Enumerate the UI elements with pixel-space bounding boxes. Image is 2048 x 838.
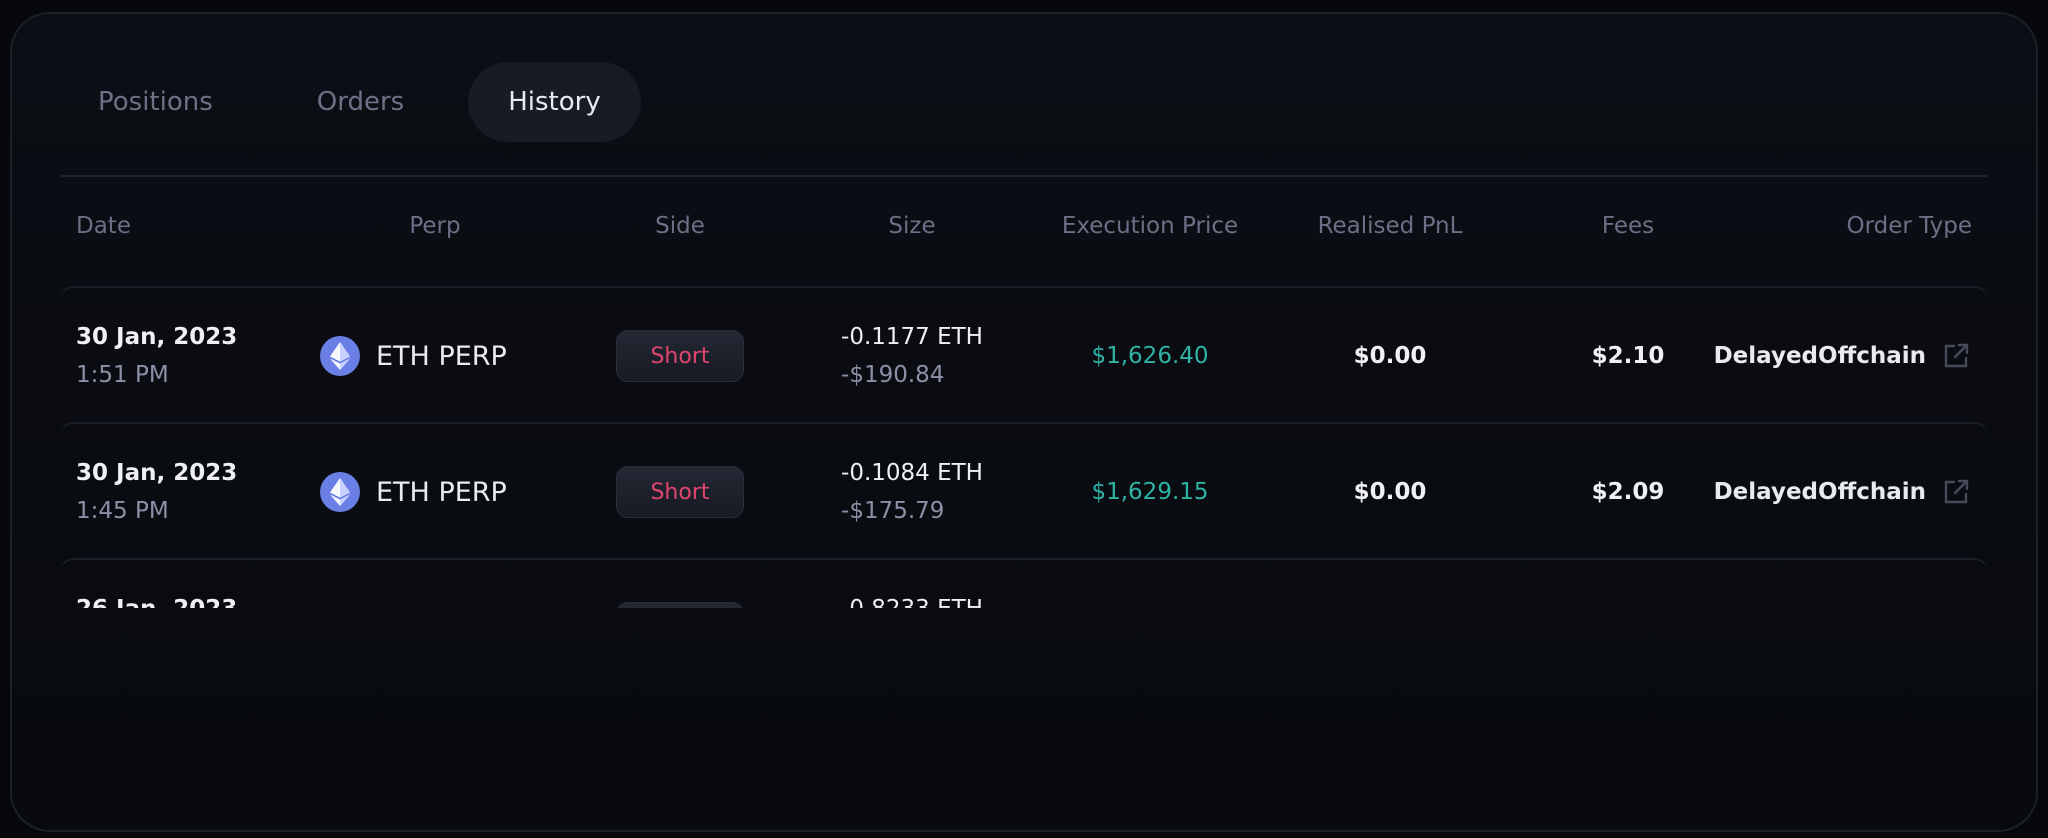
row-realised-pnl: $0.00 bbox=[1353, 479, 1427, 505]
row-date: 30 Jan, 2023 bbox=[76, 460, 238, 486]
row-fees: $2.09 bbox=[1591, 479, 1665, 505]
row-order-type: DelayedOffchain bbox=[1713, 343, 1926, 369]
column-header-side: Side bbox=[655, 213, 705, 239]
row-date: 26 Jan, 2023 bbox=[76, 590, 237, 608]
row-size: -0.1177 ETH bbox=[841, 324, 983, 350]
row-order-type: DelayedOffchain bbox=[1713, 479, 1926, 505]
column-header-fees: Fees bbox=[1601, 213, 1655, 239]
row-size-usd: -$175.79 bbox=[841, 498, 945, 524]
tab-bar: Positions Orders History bbox=[60, 62, 665, 142]
row-execution-price: $1,626.40 bbox=[1091, 343, 1209, 369]
ethereum-icon bbox=[320, 472, 360, 512]
table-header: Date Perp Side Size Execution Price Real… bbox=[60, 204, 1988, 248]
row-time: 1:45 PM bbox=[76, 498, 169, 524]
row-size: -0.8233 ETH bbox=[841, 590, 983, 608]
table-row: 30 Jan, 2023 1:51 PM ETH PERP Short -0.1… bbox=[60, 286, 1988, 424]
table-row: 26 Jan, 2023 5:20 AM ETH PERP Short -0.8… bbox=[60, 558, 1988, 608]
side-badge: Short bbox=[616, 602, 744, 608]
row-date: 30 Jan, 2023 bbox=[76, 324, 238, 350]
row-size-usd: -$190.84 bbox=[841, 362, 945, 388]
column-header-execution-price: Execution Price bbox=[1061, 213, 1239, 239]
tab-history[interactable]: History bbox=[468, 62, 641, 142]
column-header-size: Size bbox=[888, 213, 936, 239]
table-row: 30 Jan, 2023 1:45 PM ETH PERP Short -0.1… bbox=[60, 422, 1988, 560]
row-perp: ETH PERP bbox=[376, 340, 507, 372]
column-header-date: Date bbox=[76, 213, 131, 239]
external-link-icon[interactable] bbox=[1940, 340, 1972, 372]
row-realised-pnl: $0.00 bbox=[1353, 343, 1427, 369]
row-perp: ETH PERP bbox=[376, 476, 507, 508]
column-header-perp: Perp bbox=[409, 213, 461, 239]
tab-positions[interactable]: Positions bbox=[98, 87, 213, 117]
column-header-order-type: Order Type bbox=[1846, 213, 1972, 239]
ethereum-icon bbox=[320, 336, 360, 376]
row-fees: $2.10 bbox=[1591, 343, 1665, 369]
tab-divider bbox=[60, 175, 1988, 177]
row-time: 1:51 PM bbox=[76, 362, 169, 388]
row-size: -0.1084 ETH bbox=[841, 460, 983, 486]
trade-history-panel: Positions Orders History Date Perp Side … bbox=[10, 12, 2038, 832]
side-badge: Short bbox=[616, 330, 744, 382]
tab-orders[interactable]: Orders bbox=[316, 87, 405, 117]
column-header-realised-pnl: Realised PnL bbox=[1317, 213, 1463, 239]
external-link-icon[interactable] bbox=[1940, 476, 1972, 508]
table-body[interactable]: 30 Jan, 2023 1:51 PM ETH PERP Short -0.1… bbox=[12, 14, 2036, 608]
side-badge: Short bbox=[616, 466, 744, 518]
row-execution-price: $1,629.15 bbox=[1091, 479, 1209, 505]
